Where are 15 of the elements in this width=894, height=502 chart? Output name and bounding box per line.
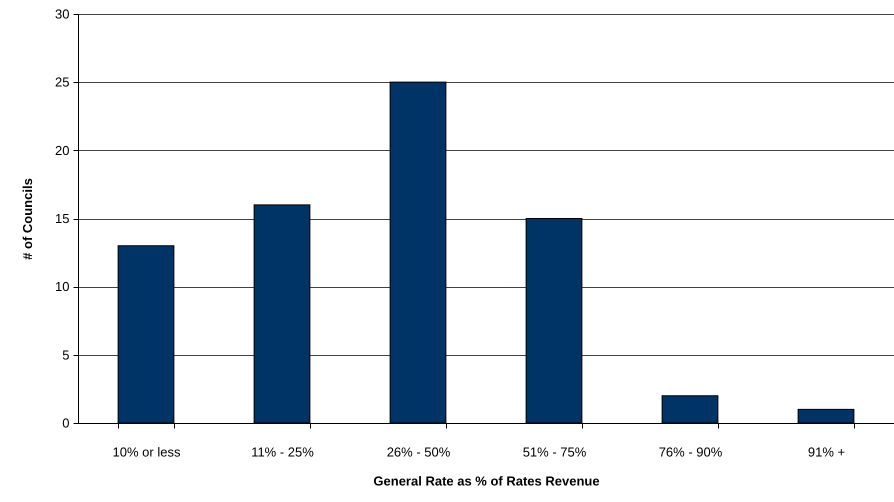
x-tick-label: 10% or less bbox=[112, 444, 181, 460]
y-axis-title: # of Councils bbox=[20, 178, 36, 260]
x-axis-title: General Rate as % of Rates Revenue bbox=[373, 474, 600, 488]
x-tick-label: 76% - 90% bbox=[658, 444, 723, 460]
x-tick-label: 11% - 25% bbox=[251, 444, 314, 460]
y-tick-label: 30 bbox=[55, 6, 70, 22]
y-tick-label: 20 bbox=[55, 142, 70, 158]
x-tick-label: 51% - 75% bbox=[522, 444, 587, 460]
x-tick-label: 91% + bbox=[808, 444, 846, 460]
y-tick-label: 0 bbox=[62, 416, 70, 430]
y-tick-label: 15 bbox=[55, 211, 70, 226]
x-tick-label: 26% - 50% bbox=[386, 444, 451, 460]
y-tick-label: 25 bbox=[55, 74, 70, 90]
y-tick-label: 5 bbox=[62, 347, 70, 362]
y-tick-label: 10 bbox=[55, 279, 70, 294]
